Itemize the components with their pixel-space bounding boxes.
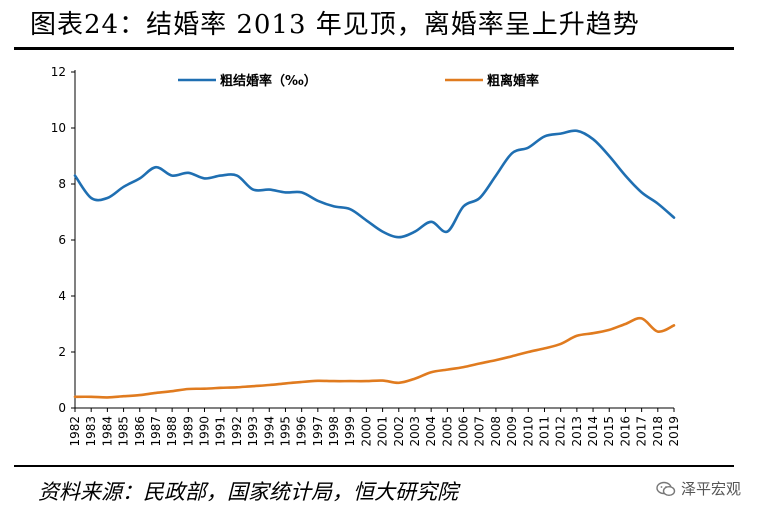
- footer-divider: [14, 465, 734, 467]
- x-axis-ticks: 1982 1983 1984 1985 1986 1987 1988 1989 1990 1991…: [68, 408, 681, 447]
- legend-label-1: 粗结婚率（‰）: [220, 73, 317, 89]
- x-tick-label: 1989: [181, 416, 195, 447]
- x-tick-label: 1999: [343, 416, 357, 447]
- x-tick-label: 1998: [327, 416, 341, 447]
- y-tick-label: 12: [51, 65, 66, 79]
- x-tick-label: 2012: [554, 416, 568, 447]
- x-tick-label: 1983: [84, 416, 98, 447]
- x-tick-label: 1987: [149, 416, 163, 447]
- title-divider: [14, 47, 734, 50]
- x-tick-label: 2011: [537, 416, 551, 447]
- x-tick-label: 1985: [117, 416, 131, 447]
- x-tick-label: 2016: [618, 416, 632, 447]
- watermark: 泽平宏观: [656, 478, 741, 499]
- chart-axes: [74, 70, 674, 409]
- x-tick-label: 2000: [359, 416, 373, 447]
- x-tick-label: 2013: [570, 416, 584, 447]
- x-tick-label: 1986: [133, 416, 147, 447]
- legend-label-2: 粗离婚率: [487, 73, 539, 89]
- x-tick-label: 1997: [311, 416, 325, 447]
- x-tick-label: 2017: [635, 416, 649, 447]
- x-tick-label: 2002: [392, 416, 406, 447]
- y-tick-label: 4: [58, 289, 66, 303]
- x-tick-label: 2019: [667, 416, 681, 447]
- series-line-1: [73, 129, 676, 239]
- x-tick-label: 1982: [68, 416, 82, 447]
- x-tick-label: 1995: [278, 416, 292, 447]
- y-tick-label: 2: [58, 345, 66, 359]
- x-tick-label: 1990: [198, 416, 212, 447]
- x-tick-label: 2006: [457, 416, 471, 447]
- x-tick-label: 2015: [602, 416, 616, 447]
- x-tick-label: 1993: [246, 416, 260, 447]
- y-tick-label: 6: [58, 233, 66, 247]
- series-line-2: [73, 316, 676, 399]
- x-tick-label: 2018: [651, 416, 665, 447]
- chart-series: [73, 129, 676, 399]
- x-tick-label: 2001: [376, 416, 390, 447]
- x-tick-label: 1992: [230, 416, 244, 447]
- chart-legend: 粗结婚率（‰） 粗离婚率: [178, 73, 539, 89]
- x-tick-label: 2007: [473, 416, 487, 447]
- y-tick-label: 0: [58, 401, 66, 415]
- x-tick-label: 1991: [214, 416, 228, 447]
- x-tick-label: 1996: [295, 416, 309, 447]
- x-tick-label: 2008: [489, 416, 503, 447]
- x-tick-label: 2004: [424, 416, 438, 447]
- y-tick-label: 8: [58, 177, 66, 191]
- x-tick-label: 2005: [440, 416, 454, 447]
- x-tick-label: 1988: [165, 416, 179, 447]
- source-note: 资料来源：民政部，国家统计局，恒大研究院: [38, 480, 458, 504]
- x-tick-label: 2009: [505, 416, 519, 447]
- x-tick-label: 1994: [262, 416, 276, 447]
- page-title: 图表24：结婚率 2013 年见顶，离婚率呈上升趋势: [30, 10, 640, 40]
- x-tick-label: 2003: [408, 416, 422, 447]
- y-tick-label: 10: [51, 121, 66, 135]
- x-tick-label: 2010: [521, 416, 535, 447]
- x-tick-label: 2014: [586, 416, 600, 447]
- wechat-icon: [656, 481, 676, 496]
- y-axis-ticks: 0 2 4 6 8 10 12: [51, 65, 75, 415]
- watermark-text: 泽平宏观: [680, 480, 741, 498]
- x-tick-label: 1984: [100, 416, 114, 447]
